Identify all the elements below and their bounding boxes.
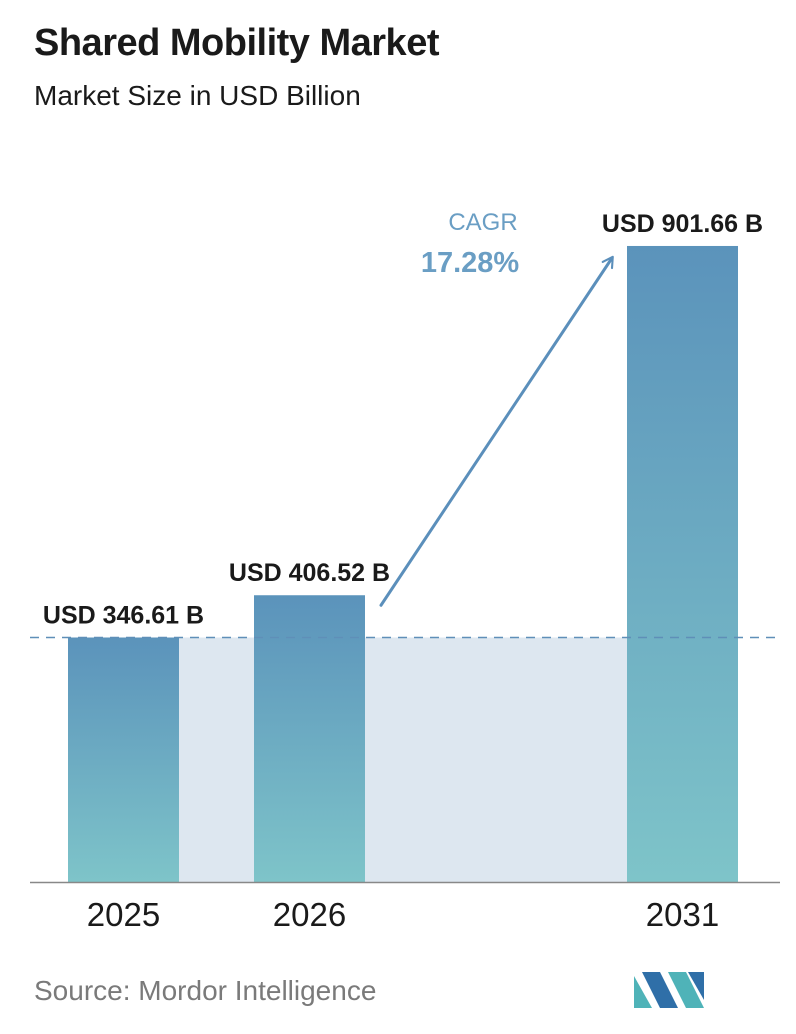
x-tick-label-2026: 2026 [273, 896, 346, 933]
bar-2031 [627, 245, 738, 882]
cagr-label: CAGR [448, 209, 517, 236]
x-tick-label-2031: 2031 [646, 896, 719, 933]
chart-subtitle: Market Size in USD Billion [34, 80, 361, 111]
bar-2026 [254, 595, 365, 882]
data-label-2025: USD 346.61 B [43, 602, 204, 630]
baseline-band [68, 637, 738, 882]
source-note: Source: Mordor Intelligence [34, 975, 377, 1006]
cagr-value: 17.28% [421, 247, 520, 279]
x-tick-label-2025: 2025 [87, 896, 160, 933]
data-label-2026: USD 406.52 B [229, 559, 390, 587]
chart-title: Shared Mobility Market [34, 22, 439, 64]
data-label-2031: USD 901.66 B [602, 210, 763, 238]
bar-chart: 2025 USD 346.61 B 2026 USD 406.52 B 2031 USD … [30, 209, 780, 933]
mordor-logo-icon [634, 972, 704, 1008]
bar-2025 [68, 637, 179, 882]
cagr-arrow [379, 255, 614, 607]
